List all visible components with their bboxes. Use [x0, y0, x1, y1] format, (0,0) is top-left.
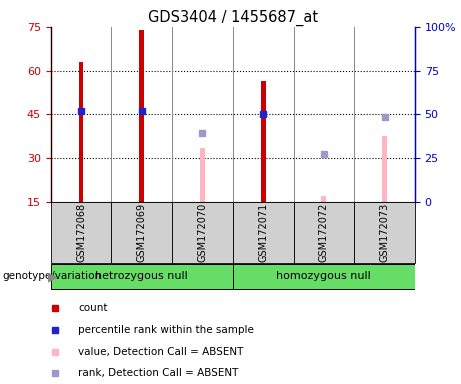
Bar: [139, 30, 144, 202]
FancyBboxPatch shape: [112, 202, 172, 263]
Text: GSM172068: GSM172068: [76, 203, 86, 262]
Text: percentile rank within the sample: percentile rank within the sample: [78, 325, 254, 335]
FancyBboxPatch shape: [354, 202, 415, 263]
Text: GSM172072: GSM172072: [319, 203, 329, 262]
Bar: [321, 196, 326, 202]
Bar: [261, 81, 266, 202]
Text: GSM172069: GSM172069: [137, 203, 147, 262]
Text: rank, Detection Call = ABSENT: rank, Detection Call = ABSENT: [78, 368, 239, 378]
Text: GSM172070: GSM172070: [197, 203, 207, 262]
Text: value, Detection Call = ABSENT: value, Detection Call = ABSENT: [78, 347, 244, 357]
FancyBboxPatch shape: [233, 263, 415, 290]
Text: ▶: ▶: [48, 270, 58, 283]
FancyBboxPatch shape: [233, 202, 294, 263]
FancyBboxPatch shape: [294, 202, 354, 263]
Text: genotype/variation: genotype/variation: [2, 271, 101, 281]
FancyBboxPatch shape: [172, 202, 233, 263]
Text: count: count: [78, 303, 108, 313]
Text: hetrozygous null: hetrozygous null: [95, 271, 188, 281]
FancyBboxPatch shape: [51, 202, 112, 263]
Bar: [200, 148, 205, 202]
Text: homozygous null: homozygous null: [277, 271, 371, 281]
Title: GDS3404 / 1455687_at: GDS3404 / 1455687_at: [148, 9, 318, 25]
Text: GSM172073: GSM172073: [379, 203, 390, 262]
Bar: [382, 136, 387, 202]
Text: GSM172071: GSM172071: [258, 203, 268, 262]
Bar: [79, 62, 83, 202]
FancyBboxPatch shape: [51, 263, 233, 290]
